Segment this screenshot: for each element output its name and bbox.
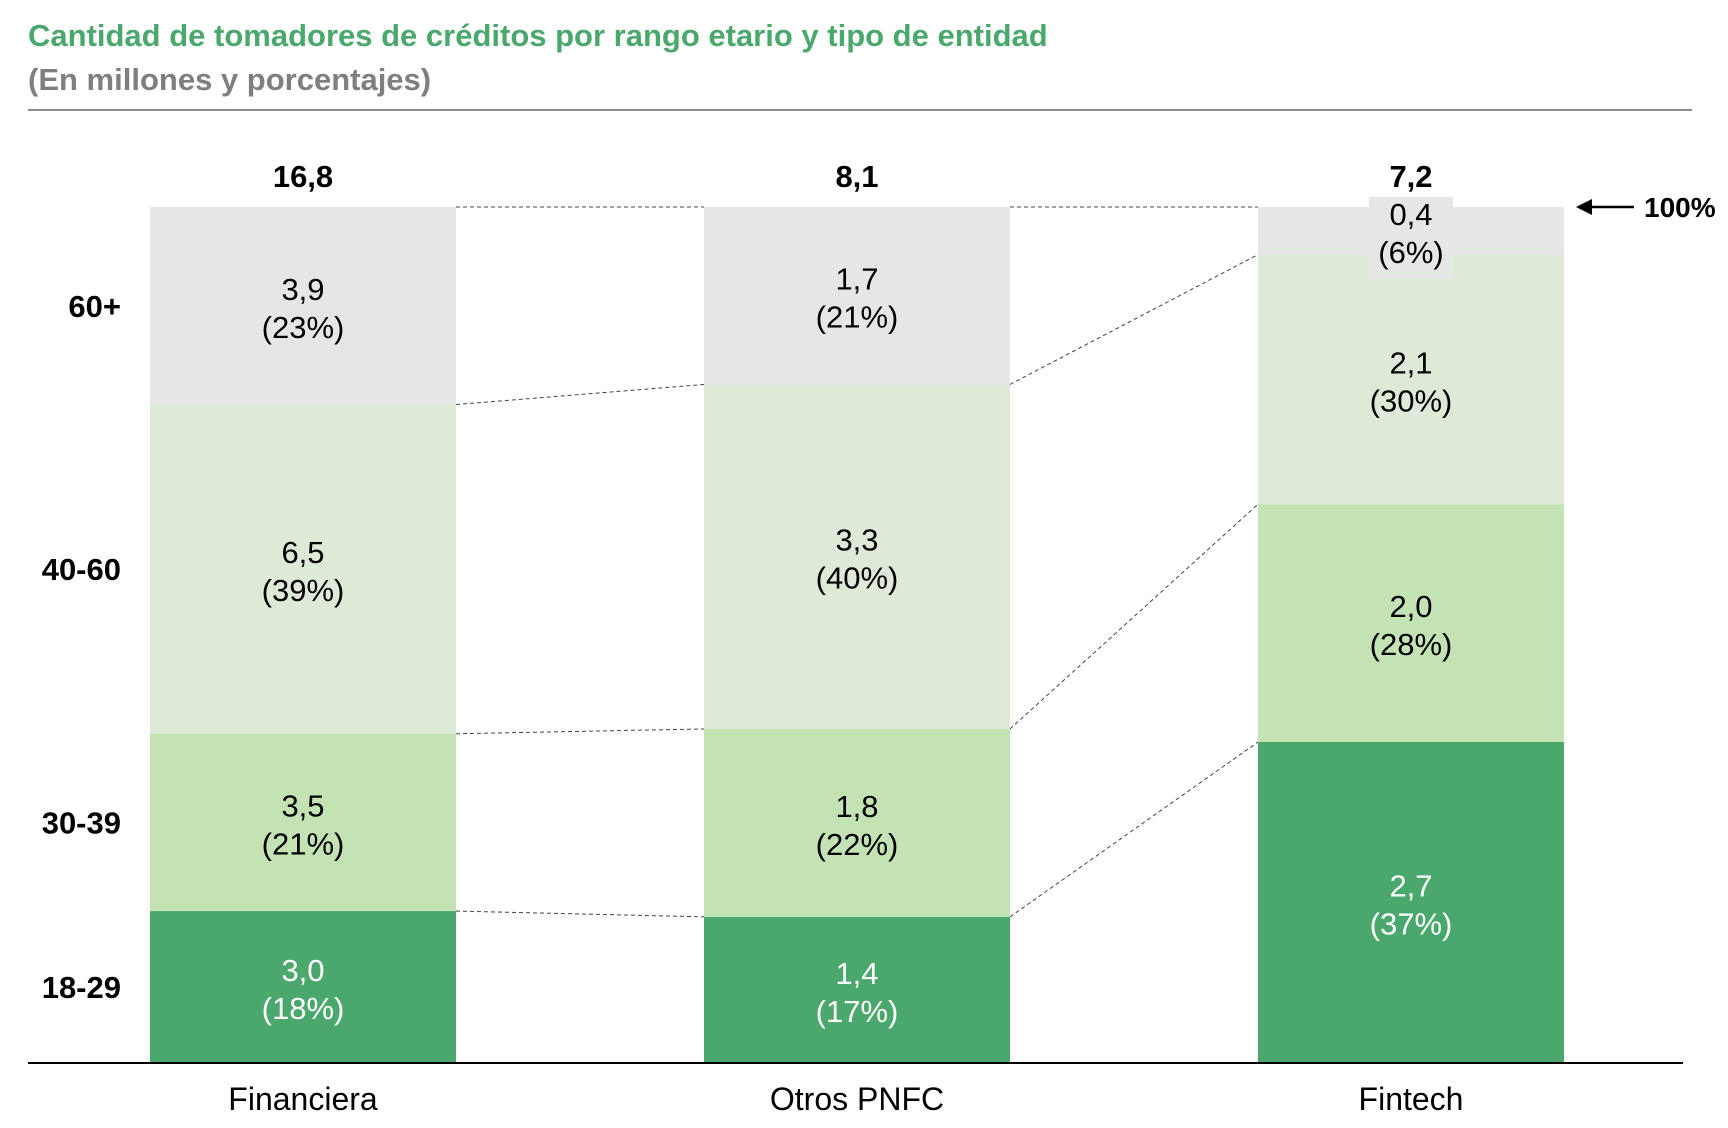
bar-otros-pnfc-40-60-share-label: (40%) xyxy=(816,561,899,596)
chart-title: Cantidad de tomadores de créditos por ra… xyxy=(28,18,1048,53)
connector-lines xyxy=(455,206,1259,918)
labels: 3,0(18%)3,5(21%)6,5(39%)3,9(23%)16,8Fina… xyxy=(42,159,1716,1117)
age-group-label-30-39: 30-39 xyxy=(42,805,121,840)
connector-line xyxy=(1009,741,1259,918)
connector-line xyxy=(1009,503,1259,730)
bar-fintech-30-39-value-label: 2,0 xyxy=(1389,589,1432,624)
bar-fintech-18-29 xyxy=(1258,742,1564,1063)
bar-fintech-40-60-value-label: 2,1 xyxy=(1389,345,1432,380)
bar-financiera-60 xyxy=(150,207,456,405)
total-label-fintech: 7,2 xyxy=(1389,159,1432,194)
bar-fintech-40-60 xyxy=(1258,254,1564,505)
full-scale-label: 100% xyxy=(1644,192,1716,223)
connector-line xyxy=(1009,254,1259,385)
total-label-otros-pnfc: 8,1 xyxy=(835,159,878,194)
bar-financiera-30-39 xyxy=(150,733,456,912)
bar-fintech-18-29-share-label: (37%) xyxy=(1370,907,1453,942)
bar-fintech-60-label-bg xyxy=(1369,196,1453,279)
bar-financiera-18-29 xyxy=(150,911,456,1063)
connector-line xyxy=(455,728,705,735)
total-label-financiera: 16,8 xyxy=(273,159,333,194)
bars xyxy=(150,207,1564,1063)
bar-otros-pnfc-40-60-value-label: 3,3 xyxy=(835,523,878,558)
category-label-otros-pnfc: Otros PNFC xyxy=(770,1081,944,1117)
arrow-head-icon xyxy=(1576,199,1592,215)
bar-financiera-40-60 xyxy=(150,404,456,734)
age-group-label-18-29: 18-29 xyxy=(42,970,121,1005)
title-divider xyxy=(28,109,1692,111)
bar-financiera-60-share-label: (23%) xyxy=(262,310,345,345)
bar-otros-pnfc-60 xyxy=(704,207,1010,385)
bar-otros-pnfc-60-share-label: (21%) xyxy=(816,300,899,335)
age-group-label-60: 60+ xyxy=(68,289,121,324)
bar-financiera-40-60-share-label: (39%) xyxy=(262,573,345,608)
bar-financiera-18-29-value-label: 3,0 xyxy=(281,953,324,988)
bar-financiera-40-60-value-label: 6,5 xyxy=(281,535,324,570)
bar-otros-pnfc-18-29 xyxy=(704,916,1010,1063)
bar-fintech-60-value-label: 0,4 xyxy=(1389,197,1432,232)
chart-subtitle: (En millones y porcentajes) xyxy=(28,62,432,97)
bar-fintech-30-39-share-label: (28%) xyxy=(1370,627,1453,662)
bar-otros-pnfc-18-29-value-label: 1,4 xyxy=(835,956,878,991)
bar-financiera-18-29-share-label: (18%) xyxy=(262,991,345,1026)
bar-otros-pnfc-30-39-value-label: 1,8 xyxy=(835,789,878,824)
category-label-fintech: Fintech xyxy=(1359,1081,1464,1117)
connector-line xyxy=(455,910,705,918)
bar-otros-pnfc-60-value-label: 1,7 xyxy=(835,262,878,297)
bar-fintech-18-29-value-label: 2,7 xyxy=(1389,869,1432,904)
bar-fintech-40-60-share-label: (30%) xyxy=(1370,383,1453,418)
bar-otros-pnfc-40-60 xyxy=(704,384,1010,729)
bar-otros-pnfc-30-39 xyxy=(704,728,1010,917)
bar-otros-pnfc-18-29-share-label: (17%) xyxy=(816,994,899,1029)
bar-financiera-30-39-value-label: 3,5 xyxy=(281,788,324,823)
category-label-financiera: Financiera xyxy=(228,1081,378,1117)
bar-fintech-30-39 xyxy=(1258,504,1564,742)
age-group-label-40-60: 40-60 xyxy=(42,552,121,587)
bar-financiera-60-value-label: 3,9 xyxy=(281,272,324,307)
bar-fintech-60-share-label: (6%) xyxy=(1378,235,1443,270)
bar-financiera-30-39-share-label: (21%) xyxy=(262,826,345,861)
connector-line xyxy=(455,383,705,406)
bar-otros-pnfc-30-39-share-label: (22%) xyxy=(816,827,899,862)
